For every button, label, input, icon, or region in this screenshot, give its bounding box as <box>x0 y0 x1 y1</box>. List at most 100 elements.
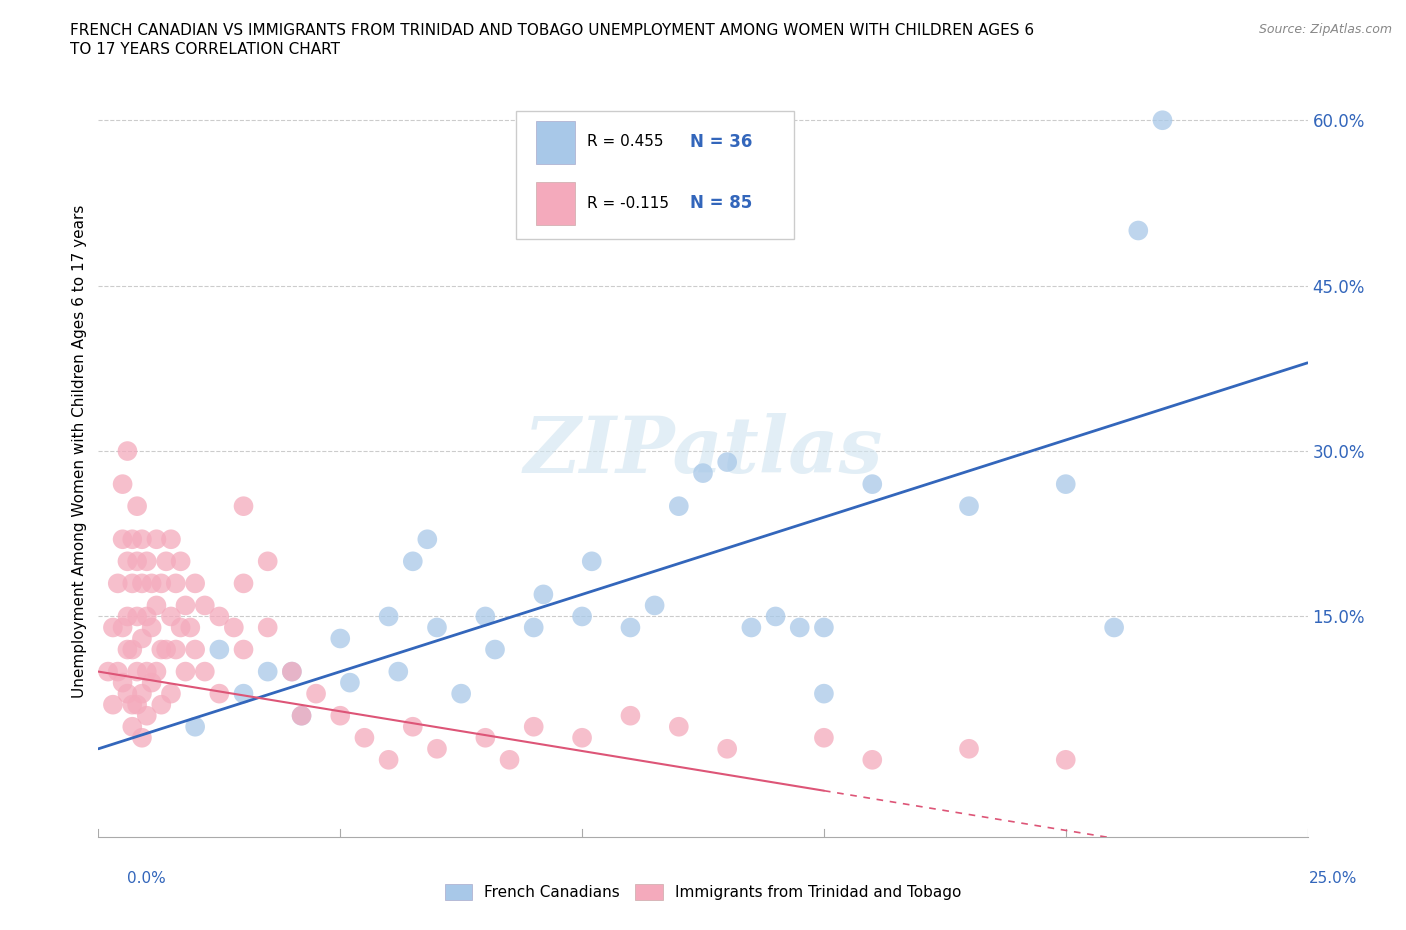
Point <box>121 698 143 712</box>
Text: TO 17 YEARS CORRELATION CHART: TO 17 YEARS CORRELATION CHART <box>70 42 340 57</box>
Point <box>127 609 149 624</box>
Point <box>339 675 361 690</box>
Point <box>174 664 197 679</box>
Point <box>135 609 157 624</box>
Point <box>716 455 738 470</box>
Point <box>740 620 762 635</box>
Point <box>131 730 153 745</box>
Point <box>644 598 666 613</box>
Point <box>208 609 231 624</box>
Point <box>208 642 231 657</box>
Point <box>121 719 143 734</box>
Point <box>127 554 149 569</box>
Point <box>377 752 399 767</box>
Point <box>150 576 173 591</box>
Point <box>141 675 163 690</box>
Point <box>107 576 129 591</box>
Point <box>121 532 143 547</box>
Point <box>416 532 439 547</box>
Point <box>135 664 157 679</box>
Point <box>474 730 496 745</box>
Point <box>474 609 496 624</box>
Point <box>232 498 254 513</box>
Y-axis label: Unemployment Among Women with Children Ages 6 to 17 years: Unemployment Among Women with Children A… <box>72 205 87 698</box>
Point <box>1054 477 1077 492</box>
Point <box>353 730 375 745</box>
Point <box>450 686 472 701</box>
Point <box>402 719 425 734</box>
Point <box>194 598 217 613</box>
Point <box>305 686 328 701</box>
Point <box>155 554 177 569</box>
Point <box>160 532 183 547</box>
Point <box>860 752 883 767</box>
Text: R = 0.455: R = 0.455 <box>586 135 664 150</box>
Point <box>402 554 425 569</box>
Point <box>107 664 129 679</box>
Point <box>256 554 278 569</box>
Point <box>169 554 191 569</box>
Point <box>957 498 980 513</box>
Point <box>232 686 254 701</box>
Text: 25.0%: 25.0% <box>1309 871 1357 886</box>
FancyBboxPatch shape <box>516 112 793 239</box>
Point <box>619 709 641 724</box>
Point <box>813 730 835 745</box>
Point <box>484 642 506 657</box>
Point <box>155 642 177 657</box>
Point <box>121 642 143 657</box>
Point <box>179 620 201 635</box>
Point <box>169 620 191 635</box>
Point <box>329 631 352 646</box>
Point <box>131 631 153 646</box>
Point <box>145 532 167 547</box>
Point <box>111 675 134 690</box>
Point <box>813 686 835 701</box>
Point <box>135 709 157 724</box>
Point <box>290 709 312 724</box>
Point <box>256 620 278 635</box>
Text: Source: ZipAtlas.com: Source: ZipAtlas.com <box>1258 23 1392 36</box>
Point <box>957 741 980 756</box>
Point <box>789 620 811 635</box>
Point <box>127 664 149 679</box>
Point <box>387 664 409 679</box>
Point <box>692 466 714 481</box>
Point <box>165 642 187 657</box>
Point <box>222 620 245 635</box>
Point <box>141 620 163 635</box>
Point <box>1102 620 1125 635</box>
Point <box>117 642 139 657</box>
Point <box>813 620 835 635</box>
Point <box>117 686 139 701</box>
Point <box>131 532 153 547</box>
Point <box>111 532 134 547</box>
Point <box>281 664 304 679</box>
Point <box>668 719 690 734</box>
FancyBboxPatch shape <box>536 121 575 164</box>
Point <box>498 752 520 767</box>
Point <box>145 598 167 613</box>
Point <box>668 498 690 513</box>
Point <box>232 576 254 591</box>
Point <box>160 686 183 701</box>
Point <box>426 620 449 635</box>
Point <box>184 719 207 734</box>
Point <box>571 730 593 745</box>
Point <box>531 587 554 602</box>
Point <box>165 576 187 591</box>
Point <box>281 664 304 679</box>
Point <box>127 698 149 712</box>
Text: N = 85: N = 85 <box>690 194 752 212</box>
Point <box>523 719 546 734</box>
Point <box>131 576 153 591</box>
Point <box>101 620 124 635</box>
Point <box>150 642 173 657</box>
Point <box>329 709 352 724</box>
Point <box>117 444 139 458</box>
Point <box>377 609 399 624</box>
Text: 0.0%: 0.0% <box>127 871 166 886</box>
Point <box>426 741 449 756</box>
Legend: French Canadians, Immigrants from Trinidad and Tobago: French Canadians, Immigrants from Trinid… <box>439 878 967 907</box>
Point <box>1128 223 1150 238</box>
